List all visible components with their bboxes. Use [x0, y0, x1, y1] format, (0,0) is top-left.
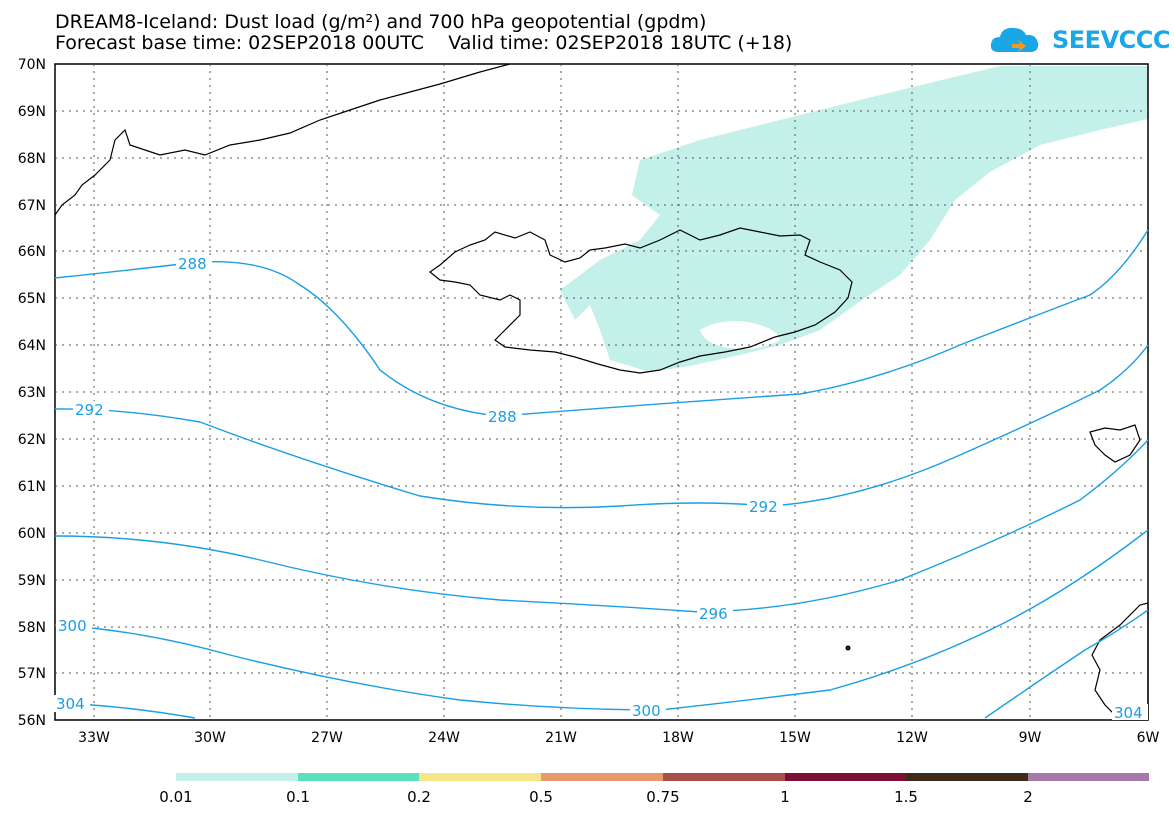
lat-label: 66N — [18, 244, 46, 260]
contour-label-288b: 288 — [488, 408, 517, 426]
colorbar-swatch — [1028, 773, 1149, 781]
lat-label: 56N — [18, 713, 46, 729]
contour-label-292a: 292 — [75, 401, 104, 419]
contour-label-304a: 304 — [56, 695, 85, 713]
lat-label: 58N — [18, 620, 46, 636]
colorbar-label: 0.01 — [159, 788, 193, 806]
cloud-logo-icon — [990, 27, 1039, 52]
latitude-labels: 70N 69N 68N 67N 66N 65N 64N 63N 62N 61N … — [18, 57, 46, 729]
colorbar-label: 1 — [780, 788, 790, 806]
lat-label: 69N — [18, 104, 46, 120]
colorbar-swatch — [419, 773, 541, 781]
lon-label: 27W — [311, 730, 343, 746]
contour-300 — [54, 529, 1149, 711]
lat-label: 61N — [18, 479, 46, 495]
colorbar-label: 0.1 — [286, 788, 310, 806]
lon-label: 30W — [194, 730, 226, 746]
longitude-labels: 33W 30W 27W 24W 21W 18W 15W 12W 9W 6W — [78, 730, 1159, 746]
lat-label: 65N — [18, 291, 46, 307]
lon-label: 12W — [896, 730, 928, 746]
lon-label: 33W — [78, 730, 110, 746]
colorbar-label: 2 — [1023, 788, 1033, 806]
lon-label: 15W — [779, 730, 811, 746]
contour-label-292b: 292 — [749, 498, 778, 516]
lat-label: 68N — [18, 151, 46, 167]
geopotential-contours — [54, 229, 1149, 719]
colorbar-swatch — [298, 773, 419, 781]
grid-lines — [55, 64, 1148, 720]
colorbar-swatch — [541, 773, 663, 781]
lat-label: 60N — [18, 526, 46, 542]
contour-label-304b: 304 — [1114, 704, 1143, 722]
colorbar-swatch — [785, 773, 906, 781]
colorbar-label: 0.75 — [646, 788, 680, 806]
lat-label: 59N — [18, 573, 46, 589]
contour-288 — [54, 229, 1149, 417]
contour-292 — [54, 344, 1149, 509]
lat-label: 67N — [18, 198, 46, 214]
colorbar-label: 0.2 — [407, 788, 431, 806]
lat-label: 70N — [18, 57, 46, 73]
dust-area — [560, 66, 1148, 372]
contour-label-288a: 288 — [178, 255, 207, 273]
lon-label: 21W — [545, 730, 577, 746]
map-subtitle: Forecast base time: 02SEP2018 00UTC Vali… — [55, 32, 793, 54]
lon-label: 6W — [1137, 730, 1160, 746]
lon-label: 24W — [428, 730, 460, 746]
lat-label: 64N — [18, 338, 46, 354]
map-title: DREAM8-Iceland: Dust load (g/m²) and 700… — [55, 11, 707, 33]
colorbar-swatch — [176, 773, 298, 781]
colorbar-label: 1.5 — [894, 788, 918, 806]
lat-label: 63N — [18, 385, 46, 401]
colorbar-swatch — [663, 773, 785, 781]
lon-label: 18W — [662, 730, 694, 746]
lon-label: 9W — [1019, 730, 1042, 746]
colorbar-label: 0.5 — [529, 788, 553, 806]
logo-text: SEEVCCC — [1052, 26, 1171, 54]
contour-label-296: 296 — [699, 605, 728, 623]
contour-label-300b: 300 — [632, 702, 661, 720]
lat-label: 62N — [18, 432, 46, 448]
colorbar-swatch — [906, 773, 1028, 781]
contour-labels: 288 288 292 292 296 300 300 304 304 — [54, 255, 1148, 722]
contour-label-300a: 300 — [58, 617, 87, 635]
lat-label: 57N — [18, 666, 46, 682]
contour-304b — [984, 609, 1149, 719]
contour-296 — [54, 439, 1149, 613]
